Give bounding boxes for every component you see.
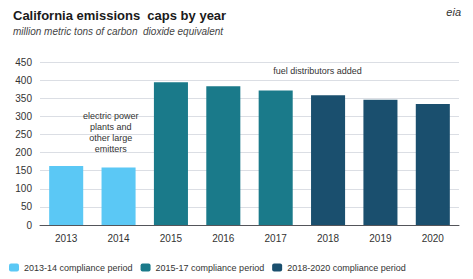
svg-text:200: 200 — [15, 147, 32, 158]
svg-text:2020: 2020 — [422, 233, 445, 244]
svg-text:2018-2020 compliance period: 2018-2020 compliance period — [287, 263, 406, 273]
svg-text:250: 250 — [15, 129, 32, 140]
svg-text:million metric tons of carbon: million metric tons of carbon dioxide eq… — [13, 26, 224, 37]
svg-text:2015: 2015 — [160, 233, 183, 244]
svg-text:150: 150 — [15, 165, 32, 176]
svg-text:350: 350 — [15, 93, 32, 104]
svg-text:emitters: emitters — [95, 144, 128, 154]
svg-text:450: 450 — [15, 57, 32, 68]
svg-text:plants and: plants and — [90, 122, 132, 132]
svg-text:2018: 2018 — [317, 233, 340, 244]
svg-text:100: 100 — [15, 183, 32, 194]
svg-text:eia: eia — [446, 6, 461, 18]
svg-text:2014: 2014 — [107, 233, 130, 244]
svg-text:fuel distributors added: fuel distributors added — [273, 66, 362, 76]
svg-text:other large: other large — [89, 133, 132, 143]
svg-text:2019: 2019 — [369, 233, 392, 244]
svg-text:2013: 2013 — [55, 233, 78, 244]
svg-text:2015-17 compliance period: 2015-17 compliance period — [156, 263, 265, 273]
svg-text:2013-14 compliance period: 2013-14 compliance period — [24, 263, 133, 273]
svg-text:400: 400 — [15, 75, 32, 86]
svg-text:50: 50 — [21, 201, 33, 212]
svg-text:electric power: electric power — [83, 111, 139, 121]
svg-text:California emissions caps by: California emissions caps by year — [13, 8, 226, 23]
svg-text:300: 300 — [15, 111, 32, 122]
svg-text:0: 0 — [26, 220, 32, 231]
svg-text:2017: 2017 — [265, 233, 288, 244]
svg-text:2016: 2016 — [212, 233, 235, 244]
